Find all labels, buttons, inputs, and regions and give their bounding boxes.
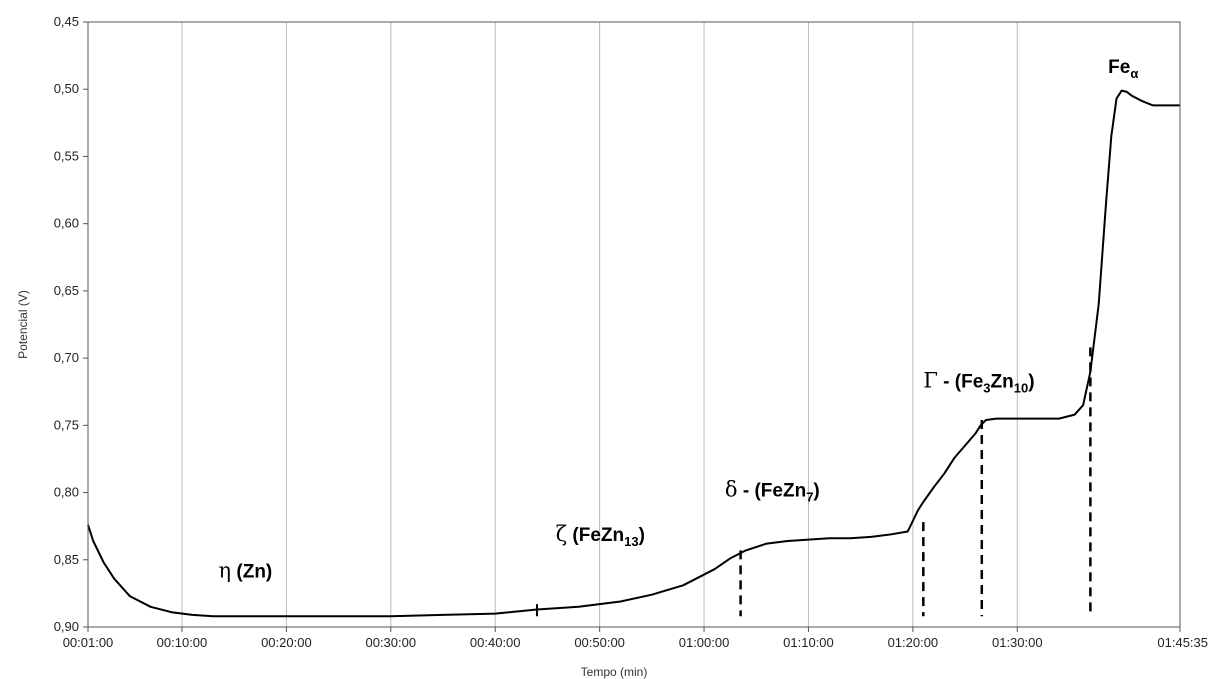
x-tick-label: 00:50:00 bbox=[574, 635, 625, 650]
x-tick-label: 01:20:00 bbox=[888, 635, 939, 650]
y-axis-label: Potencial (V) bbox=[16, 290, 30, 359]
y-tick-label: 0,75 bbox=[54, 417, 79, 432]
y-tick-label: 0,90 bbox=[54, 619, 79, 634]
phase-label: Feα bbox=[1108, 57, 1138, 81]
grid-lines bbox=[181, 22, 1018, 627]
y-tick-label: 0,55 bbox=[54, 148, 79, 163]
phase-label: δ - (FeZn7) bbox=[725, 478, 820, 505]
x-axis-label: Tempo (min) bbox=[581, 665, 648, 679]
x-tick-label: 00:01:00 bbox=[63, 635, 114, 650]
x-tick-label: 01:45:35 bbox=[1157, 635, 1208, 650]
y-tick-label: 0,65 bbox=[54, 283, 79, 298]
y-tick-label: 0,70 bbox=[54, 350, 79, 365]
phase-label: ζ (FeZn13) bbox=[556, 522, 645, 549]
x-tick-label: 00:40:00 bbox=[470, 635, 521, 650]
y-tick-label: 0,85 bbox=[54, 552, 79, 567]
potential-curve bbox=[87, 89, 1180, 618]
x-tick-label: 01:10:00 bbox=[783, 635, 834, 650]
x-tick-label: 01:30:00 bbox=[992, 635, 1043, 650]
y-tick-label: 0,50 bbox=[54, 81, 79, 96]
plot-frame bbox=[87, 21, 1181, 628]
x-tick-label: 01:00:00 bbox=[679, 635, 730, 650]
x-tick-label: 00:10:00 bbox=[157, 635, 208, 650]
y-tick-label: 0,80 bbox=[54, 485, 79, 500]
y-tick-label: 0,60 bbox=[54, 216, 79, 231]
x-axis-ticks: 00:01:00 00:10:00 00:20:00 00:30:00 00:40:00… bbox=[63, 627, 1208, 650]
x-tick-label: 00:20:00 bbox=[261, 635, 312, 650]
y-axis-ticks: 0,45 0,50 0,55 0,60 0,65 0,70 0,75 0,80 0,85 0,90 bbox=[54, 14, 88, 634]
phase-annotations: η (Zn) ζ (FeZn13) δ - (FeZn7) Γ - (Fe3Zn10)… bbox=[219, 57, 1139, 582]
phase-label: Γ - (Fe3Zn10) bbox=[923, 369, 1034, 396]
x-tick-label: 00:30:00 bbox=[365, 635, 416, 650]
y-tick-label: 0,45 bbox=[54, 14, 79, 29]
phase-label: η (Zn) bbox=[219, 558, 273, 582]
